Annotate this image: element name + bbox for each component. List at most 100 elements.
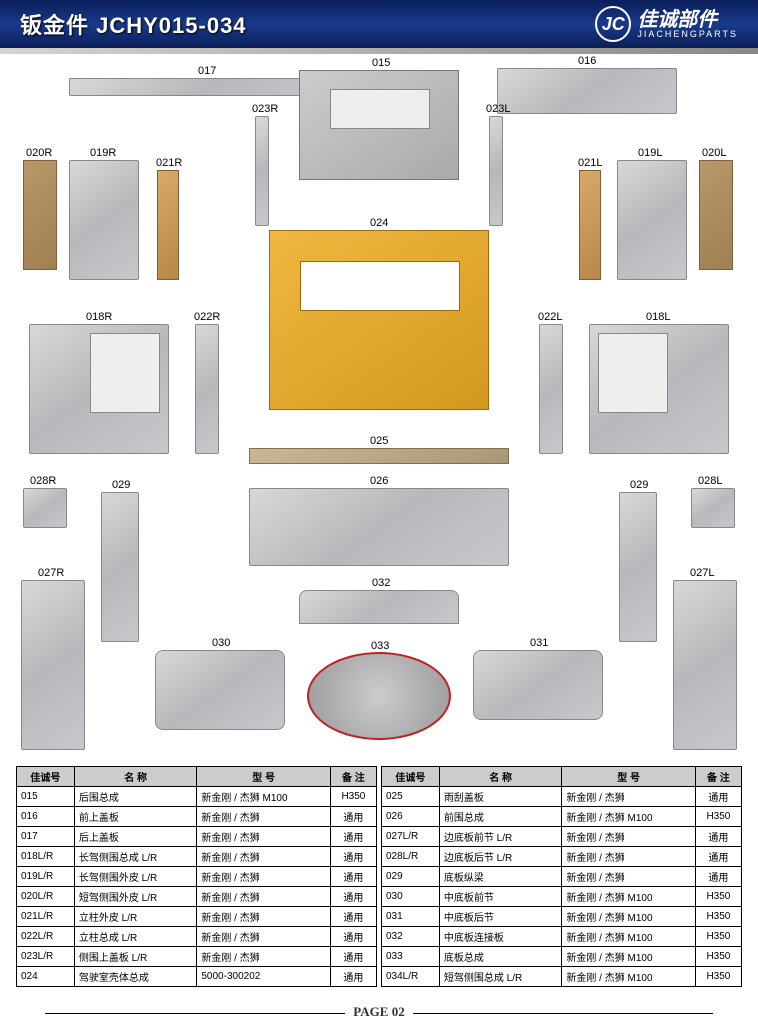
cell-model: 新金刚 / 杰狮 [197, 907, 330, 927]
part-018L: 018L [589, 324, 729, 454]
cell-model: 新金刚 / 杰狮 [197, 827, 330, 847]
page-title: 钣金件 JCHY015-034 [20, 8, 247, 40]
part-019R: 019R [69, 160, 139, 280]
cell-model: 新金刚 / 杰狮 [562, 787, 695, 807]
exploded-diagram: 017 015 016 023R 023L 020R 019R 021R 021… [19, 60, 739, 760]
cell-model: 新金刚 / 杰狮 [197, 807, 330, 827]
part-label: 015 [372, 57, 390, 69]
part-label: 022R [194, 311, 220, 323]
catalog-page: 钣金件 JCHY015-034 JC 佳诚部件 JIACHENGPARTS 01… [0, 0, 758, 1024]
part-029: 029 [101, 492, 139, 642]
part-label: 016 [578, 55, 596, 67]
cell-model: 新金刚 / 杰狮 [197, 847, 330, 867]
cell-note: H350 [330, 787, 376, 807]
part-015: 015 [299, 70, 459, 180]
part-label: 024 [370, 217, 388, 229]
col-name: 名 称 [74, 767, 197, 787]
part-018R: 018R [29, 324, 169, 454]
cell-id: 031 [382, 907, 440, 927]
cell-model: 新金刚 / 杰狮 [197, 867, 330, 887]
cell-name: 长驾侧围外皮 L/R [74, 867, 197, 887]
cell-name: 中底板前节 [439, 887, 562, 907]
page-footer: PAGE 02 [0, 1004, 758, 1020]
cell-note: 通用 [330, 847, 376, 867]
cell-note: 通用 [330, 907, 376, 927]
part-031: 031 [473, 650, 603, 720]
cell-note: 通用 [695, 787, 741, 807]
part-label: 022L [538, 311, 562, 323]
table-row: 034L/R短驾侧围总成 L/R新金刚 / 杰狮 M100H350 [382, 967, 742, 987]
brand-text: 佳诚部件 JIACHENGPARTS [637, 10, 738, 39]
cell-id: 028L/R [382, 847, 440, 867]
cell-note: H350 [695, 967, 741, 987]
part-label: 029 [112, 479, 130, 491]
col-name: 名 称 [439, 767, 562, 787]
table-row: 023L/R侧围上盖板 L/R新金刚 / 杰狮通用 [17, 947, 377, 967]
part-029: 029 [619, 492, 657, 642]
table-row: 030中底板前节新金刚 / 杰狮 M100H350 [382, 887, 742, 907]
part-label: 019R [90, 147, 116, 159]
part-label: 021L [578, 157, 602, 169]
cell-id: 020L/R [17, 887, 75, 907]
cell-note: H350 [695, 887, 741, 907]
cell-note: H350 [695, 907, 741, 927]
cell-id: 015 [17, 787, 75, 807]
cell-name: 边底板前节 L/R [439, 827, 562, 847]
parts-table-right: 佳诚号 名 称 型 号 备 注 025雨刮盖板新金刚 / 杰狮通用026前围总成… [381, 766, 742, 987]
cell-model: 新金刚 / 杰狮 [197, 887, 330, 907]
table-row: 025雨刮盖板新金刚 / 杰狮通用 [382, 787, 742, 807]
cell-name: 后围总成 [74, 787, 197, 807]
cell-model: 新金刚 / 杰狮 [197, 927, 330, 947]
cell-model: 新金刚 / 杰狮 M100 [197, 787, 330, 807]
col-model: 型 号 [562, 767, 695, 787]
cell-model: 5000-300202 [197, 967, 330, 987]
cell-id: 021L/R [17, 907, 75, 927]
table-row: 028L/R边底板后节 L/R新金刚 / 杰狮通用 [382, 847, 742, 867]
brand-en: JIACHENGPARTS [637, 30, 738, 39]
part-label: 030 [212, 637, 230, 649]
cell-note: H350 [695, 927, 741, 947]
cell-model: 新金刚 / 杰狮 M100 [562, 927, 695, 947]
part-032: 032 [299, 590, 459, 624]
part-021L: 021L [579, 170, 601, 280]
cell-id: 032 [382, 927, 440, 947]
part-023L: 023L [489, 116, 503, 226]
cell-name: 底板纵梁 [439, 867, 562, 887]
part-label: 027R [38, 567, 64, 579]
cell-name: 雨刮盖板 [439, 787, 562, 807]
cell-id: 023L/R [17, 947, 75, 967]
cell-name: 立柱总成 L/R [74, 927, 197, 947]
col-id: 佳诚号 [382, 767, 440, 787]
part-027R: 027R [21, 580, 85, 750]
cell-name: 短驾侧围外皮 L/R [74, 887, 197, 907]
part-label: 023R [252, 103, 278, 115]
part-033: 033 [307, 652, 451, 740]
cell-id: 030 [382, 887, 440, 907]
page-header: 钣金件 JCHY015-034 JC 佳诚部件 JIACHENGPARTS [0, 0, 758, 48]
col-note: 备 注 [330, 767, 376, 787]
cell-model: 新金刚 / 杰狮 M100 [562, 907, 695, 927]
part-label: 019L [638, 147, 662, 159]
part-label: 018R [86, 311, 112, 323]
part-label: 028R [30, 475, 56, 487]
table-row: 024驾驶室壳体总成5000-300202通用 [17, 967, 377, 987]
part-label: 023L [486, 103, 510, 115]
cell-name: 短驾侧围总成 L/R [439, 967, 562, 987]
table-row: 033底板总成新金刚 / 杰狮 M100H350 [382, 947, 742, 967]
cell-model: 新金刚 / 杰狮 [562, 847, 695, 867]
part-label: 027L [690, 567, 714, 579]
parts-table-left: 佳诚号 名 称 型 号 备 注 015后围总成新金刚 / 杰狮 M100H350… [16, 766, 377, 987]
part-label: 020R [26, 147, 52, 159]
part-028R: 028R [23, 488, 67, 528]
part-030: 030 [155, 650, 285, 730]
cell-name: 立柱外皮 L/R [74, 907, 197, 927]
cell-model: 新金刚 / 杰狮 [562, 827, 695, 847]
part-label: 021R [156, 157, 182, 169]
brand-logo: JC 佳诚部件 JIACHENGPARTS [595, 6, 738, 42]
table-row: 019L/R长驾侧围外皮 L/R新金刚 / 杰狮通用 [17, 867, 377, 887]
table-row: 017后上盖板新金刚 / 杰狮通用 [17, 827, 377, 847]
cell-note: 通用 [330, 827, 376, 847]
cell-note: 通用 [695, 827, 741, 847]
cell-id: 029 [382, 867, 440, 887]
part-028L: 028L [691, 488, 735, 528]
